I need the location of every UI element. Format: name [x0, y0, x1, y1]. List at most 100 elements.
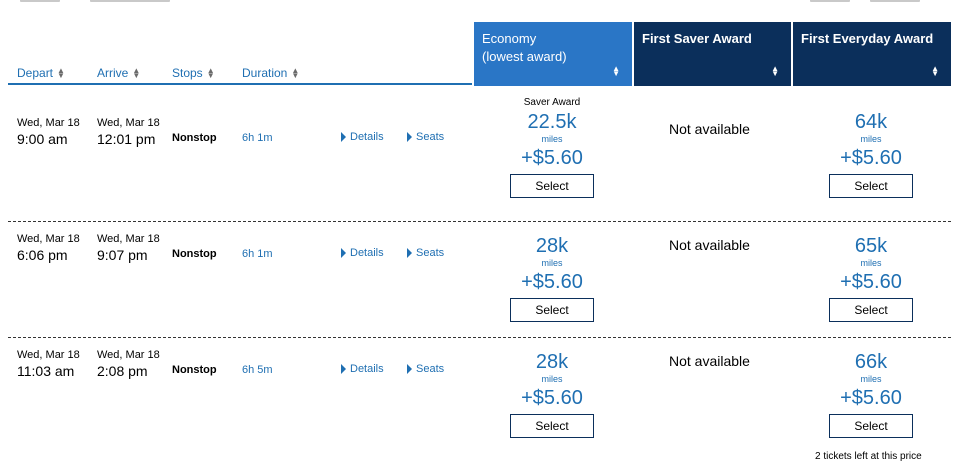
first-everyday-title: First Everyday Award: [801, 31, 934, 46]
row-divider: [8, 337, 951, 338]
flight-row: Wed, Mar 18 9:00 am Wed, Mar 18 12:01 pm…: [8, 92, 951, 220]
first-saver-unavailable: Not available: [669, 353, 750, 369]
sort-depart[interactable]: Depart ▲ ▼: [17, 66, 65, 80]
select-economy-button[interactable]: Select: [510, 174, 594, 198]
economy-price: 28k miles +$5.60 Select: [472, 350, 632, 438]
first-saver-title: First Saver Award: [642, 31, 752, 46]
sort-arrive[interactable]: Arrive ▲ ▼: [97, 66, 140, 80]
depart-date: Wed, Mar 18: [17, 117, 80, 129]
sort-icon: ▲ ▼: [771, 64, 779, 78]
miles-unit: miles: [541, 374, 563, 384]
depart-time: 6:06 pm: [17, 247, 68, 263]
depart-cell: Wed, Mar 18 6:06 pm: [17, 232, 80, 264]
caret-right-icon: [341, 248, 346, 258]
caret-right-icon: [407, 132, 412, 142]
fare-header-first-everyday[interactable]: First Everyday Award ▲ ▼: [793, 22, 951, 86]
everyday-tax: +$5.60: [840, 271, 902, 293]
select-everyday-button[interactable]: Select: [829, 174, 913, 198]
caret-right-icon: [341, 364, 346, 374]
arrive-date: Wed, Mar 18: [97, 349, 160, 361]
caret-right-icon: [407, 364, 412, 374]
seats-link[interactable]: Seats: [407, 363, 444, 375]
fare-header-economy[interactable]: Economy (lowest award) ▲ ▼: [474, 22, 632, 86]
sort-duration[interactable]: Duration ▲ ▼: [242, 66, 299, 80]
stops-header-label: Stops: [172, 66, 203, 80]
details-link[interactable]: Details: [341, 363, 384, 375]
economy-title: Economy: [482, 31, 537, 46]
sort-icon: ▲ ▼: [931, 64, 939, 78]
sort-icon: ▲ ▼: [206, 66, 215, 80]
arrive-time: 12:01 pm: [97, 131, 156, 147]
everyday-miles: 65k: [854, 235, 888, 257]
seats-label: Seats: [416, 131, 445, 143]
depart-cell: Wed, Mar 18 11:03 am: [17, 348, 80, 380]
header-divider: [8, 83, 472, 85]
duration-header-label: Duration: [242, 66, 288, 80]
depart-time: 9:00 am: [17, 131, 68, 147]
economy-price: 28k miles +$5.60 Select: [472, 234, 632, 322]
details-label: Details: [350, 363, 384, 375]
everyday-price: 65k miles +$5.60 Select: [791, 234, 951, 322]
arrive-cell: Wed, Mar 18 9:07 pm: [97, 232, 160, 264]
miles-unit: miles: [541, 258, 563, 268]
arrive-cell: Wed, Mar 18 12:01 pm: [97, 116, 160, 148]
first-saver-unavailable: Not available: [669, 121, 750, 137]
arrive-cell: Wed, Mar 18 2:08 pm: [97, 348, 160, 380]
arrive-time: 2:08 pm: [97, 363, 148, 379]
everyday-price: 64k miles +$5.60 Select: [791, 110, 951, 198]
arrive-date: Wed, Mar 18: [97, 117, 160, 129]
select-everyday-button[interactable]: Select: [829, 414, 913, 438]
depart-header-label: Depart: [17, 66, 54, 80]
seats-link[interactable]: Seats: [407, 131, 444, 143]
caret-right-icon: [341, 132, 346, 142]
depart-date: Wed, Mar 18: [17, 349, 80, 361]
economy-tax: +$5.60: [521, 147, 583, 169]
everyday-price: 66k miles +$5.60 Select: [791, 350, 951, 438]
sort-icon: ▲ ▼: [612, 64, 620, 78]
everyday-tax: +$5.60: [840, 387, 902, 409]
duration-value: 6h 1m: [242, 248, 273, 260]
economy-miles: 28k: [535, 235, 569, 257]
tickets-left-note: 2 tickets left at this price: [815, 451, 922, 462]
economy-miles: 28k: [535, 351, 569, 373]
caret-right-icon: [407, 248, 412, 258]
seats-link[interactable]: Seats: [407, 247, 444, 259]
sort-icon: ▲ ▼: [132, 66, 141, 80]
depart-date: Wed, Mar 18: [17, 233, 80, 245]
stops-value: Nonstop: [172, 248, 217, 260]
cropped-top-strip: [0, 0, 957, 6]
details-link[interactable]: Details: [341, 247, 384, 259]
miles-unit: miles: [860, 134, 882, 144]
select-everyday-button[interactable]: Select: [829, 298, 913, 322]
duration-value: 6h 1m: [242, 132, 273, 144]
arrive-date: Wed, Mar 18: [97, 233, 160, 245]
sort-icon: ▲ ▼: [57, 66, 65, 80]
select-economy-button[interactable]: Select: [510, 414, 594, 438]
economy-miles: 22.5k: [527, 111, 577, 133]
select-economy-button[interactable]: Select: [510, 298, 594, 322]
first-saver-unavailable: Not available: [669, 237, 750, 253]
stops-value: Nonstop: [172, 364, 217, 376]
miles-unit: miles: [860, 374, 882, 384]
economy-price: Saver Award 22.5k miles +$5.60 Select: [472, 96, 632, 198]
sort-icon: ▲ ▼: [291, 66, 300, 80]
arrive-header-label: Arrive: [97, 66, 129, 80]
flight-row: Wed, Mar 18 11:03 am Wed, Mar 18 2:08 pm…: [8, 338, 951, 471]
everyday-miles: 66k: [854, 351, 888, 373]
flight-row: Wed, Mar 18 6:06 pm Wed, Mar 18 9:07 pm …: [8, 222, 951, 336]
economy-subtitle: (lowest award): [482, 49, 567, 64]
fare-header-first-saver[interactable]: First Saver Award ▲ ▼: [634, 22, 791, 86]
seats-label: Seats: [416, 247, 445, 259]
depart-cell: Wed, Mar 18 9:00 am: [17, 116, 80, 148]
row-divider: [8, 221, 951, 222]
results-header: Depart ▲ ▼ Arrive ▲ ▼ Stops ▲ ▼ Duration ▲ ▼…: [0, 22, 957, 86]
seats-label: Seats: [416, 363, 445, 375]
details-label: Details: [350, 247, 384, 259]
sort-stops[interactable]: Stops ▲ ▼: [172, 66, 215, 80]
arrive-time: 9:07 pm: [97, 247, 148, 263]
miles-unit: miles: [860, 258, 882, 268]
details-label: Details: [350, 131, 384, 143]
saver-award-tag: Saver Award: [523, 97, 581, 108]
stops-value: Nonstop: [172, 132, 217, 144]
details-link[interactable]: Details: [341, 131, 384, 143]
